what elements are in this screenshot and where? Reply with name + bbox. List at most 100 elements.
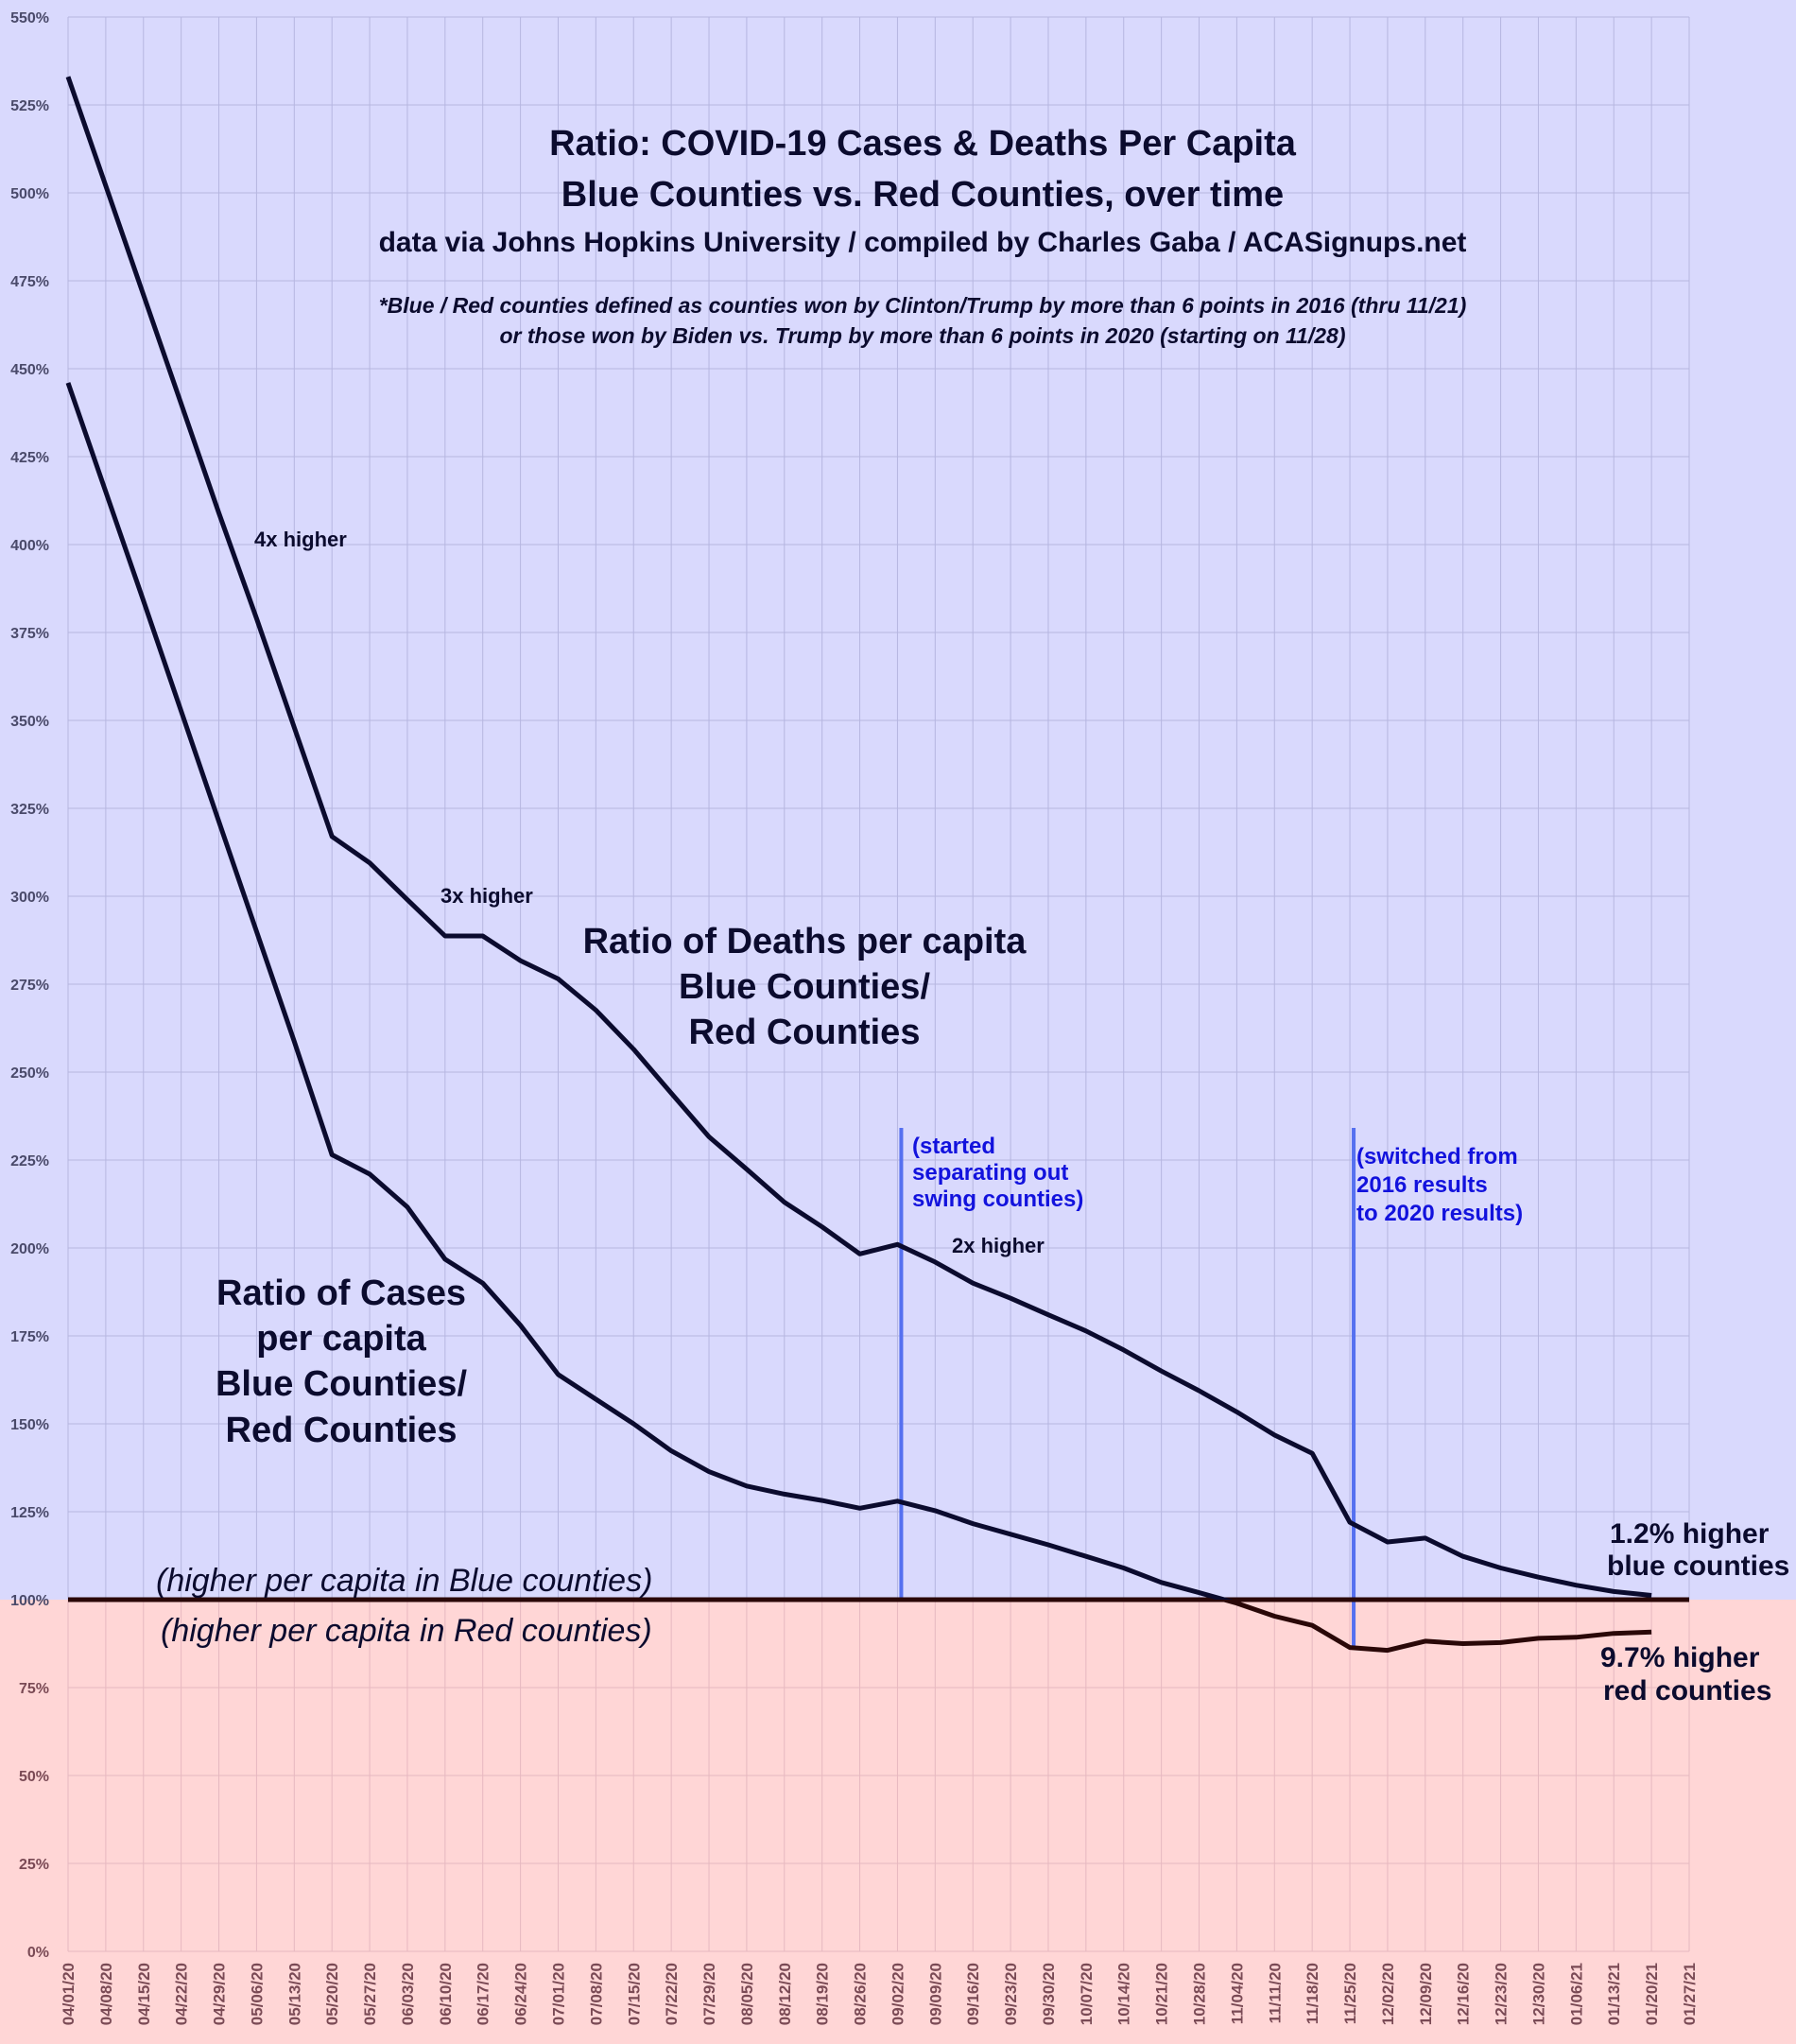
y-tick-label: 475% (10, 274, 49, 290)
switch-annotation-line: (switched from (1356, 1144, 1518, 1169)
annotation-2x: 2x higher (952, 1234, 1045, 1257)
chart-title: Ratio: COVID-19 Cases & Deaths Per Capit… (549, 124, 1297, 164)
x-tick-label: 06/17/20 (475, 1963, 492, 2025)
y-tick-label: 100% (10, 1593, 49, 1609)
deaths-label-line: Red Counties (689, 1013, 921, 1052)
x-tick-label: 05/20/20 (323, 1963, 341, 2025)
swing-annotation-line: (started (912, 1134, 995, 1159)
blue-region-background (0, 0, 1796, 1600)
x-tick-label: 09/02/20 (889, 1963, 907, 2025)
y-tick-label: 0% (27, 1945, 49, 1961)
y-tick-label: 250% (10, 1065, 49, 1082)
y-tick-label: 175% (10, 1329, 49, 1345)
y-tick-label: 225% (10, 1153, 49, 1169)
y-tick-label: 50% (19, 1769, 49, 1785)
y-tick-label: 75% (19, 1681, 49, 1697)
y-axis-ticks: 0% 25% 50% 75% 100% 125% 150% 175% 200% 225% 250% 2… (10, 10, 49, 1961)
x-tick-label: 08/12/20 (776, 1963, 794, 2025)
deaths-label-line: Blue Counties/ (679, 967, 930, 1007)
y-tick-label: 275% (10, 978, 49, 994)
x-tick-label: 09/23/20 (1002, 1963, 1020, 2025)
x-tick-label: 11/25/20 (1341, 1963, 1359, 2024)
red-region-label: (higher per capita in Red counties) (161, 1613, 652, 1649)
y-tick-label: 400% (10, 538, 49, 554)
y-tick-label: 300% (10, 890, 49, 906)
x-tick-label: 04/29/20 (211, 1963, 229, 2025)
deaths-series-line (65, 76, 1652, 1598)
x-tick-label: 06/03/20 (399, 1963, 417, 2025)
y-tick-label: 525% (10, 98, 49, 114)
y-tick-label: 375% (10, 626, 49, 642)
x-tick-label: 07/15/20 (625, 1963, 643, 2025)
annotation-3x: 3x higher (440, 884, 533, 908)
y-tick-label: 25% (19, 1857, 49, 1873)
x-tick-label: 09/09/20 (926, 1963, 944, 2025)
deaths-series-label: Ratio of Deaths per capita Blue Counties… (583, 922, 1028, 1052)
x-tick-label: 07/29/20 (700, 1963, 718, 2025)
series-lines (65, 76, 1689, 1654)
x-tick-label: 01/20/21 (1643, 1963, 1661, 2025)
cases-series-label: Ratio of Cases per capita Blue Counties/… (216, 1273, 467, 1450)
footnote-line-1: *Blue / Red counties defined as counties… (379, 293, 1467, 318)
end-label-red: red counties (1603, 1675, 1771, 1706)
x-tick-label: 11/18/20 (1304, 1963, 1321, 2024)
y-tick-label: 425% (10, 450, 49, 466)
x-tick-label: 06/10/20 (437, 1963, 455, 2025)
y-tick-label: 325% (10, 802, 49, 818)
x-tick-label: 04/15/20 (135, 1963, 153, 2025)
cases-label-line: Ratio of Cases (216, 1273, 466, 1313)
chart-source: data via Johns Hopkins University / comp… (379, 227, 1467, 258)
x-axis-ticks: 04/01/20 04/08/20 04/15/20 04/22/20 04/29/20… (60, 1963, 1699, 2025)
x-tick-label: 08/26/20 (852, 1963, 870, 2025)
x-tick-label: 07/08/20 (587, 1963, 605, 2025)
x-tick-label: 07/01/20 (549, 1963, 567, 2025)
x-tick-label: 12/16/20 (1455, 1963, 1473, 2025)
swing-annotation-line: swing counties) (912, 1187, 1083, 1212)
x-tick-label: 10/21/20 (1153, 1963, 1171, 2025)
y-tick-label: 200% (10, 1241, 49, 1257)
switch-annotation-line: to 2020 results) (1356, 1201, 1523, 1226)
blue-region-label: (higher per capita in Blue counties) (156, 1563, 652, 1599)
x-tick-label: 12/09/20 (1417, 1963, 1435, 2025)
chart-subtitle: Blue Counties vs. Red Counties, over tim… (561, 175, 1284, 215)
cases-label-line: Red Counties (226, 1411, 458, 1450)
red-region-background (0, 1600, 1796, 2044)
x-tick-label: 10/14/20 (1115, 1963, 1133, 2025)
x-tick-label: 12/30/20 (1529, 1963, 1547, 2025)
end-label-blue: 1.2% higher (1610, 1518, 1770, 1550)
x-tick-label: 01/13/21 (1605, 1963, 1623, 2025)
x-tick-label: 10/28/20 (1191, 1963, 1209, 2025)
x-tick-label: 10/07/20 (1078, 1963, 1096, 2025)
x-tick-label: 01/27/21 (1681, 1963, 1699, 2025)
annotation-4x: 4x higher (254, 528, 347, 551)
x-tick-label: 06/24/20 (512, 1963, 530, 2025)
y-tick-label: 550% (10, 10, 49, 26)
marker-lines (899, 1128, 1356, 1648)
x-tick-label: 05/13/20 (285, 1963, 303, 2025)
x-tick-label: 05/27/20 (361, 1963, 379, 2025)
x-tick-label: 08/05/20 (738, 1963, 756, 2025)
x-tick-label: 11/11/20 (1266, 1963, 1284, 2023)
footnote-line-2: or those won by Biden vs. Trump by more … (499, 323, 1345, 348)
swing-annotation-line: separating out (912, 1160, 1068, 1186)
x-tick-label: 12/23/20 (1493, 1963, 1511, 2025)
x-tick-label: 04/22/20 (173, 1963, 191, 2025)
deaths-label-line: Ratio of Deaths per capita (583, 922, 1028, 961)
x-tick-label: 09/30/20 (1040, 1963, 1058, 2025)
cases-series-line (65, 382, 1234, 1600)
end-label-red: 9.7% higher (1600, 1642, 1760, 1673)
x-tick-label: 04/08/20 (97, 1963, 115, 2025)
x-tick-label: 07/22/20 (663, 1963, 681, 2025)
y-tick-label: 125% (10, 1505, 49, 1521)
x-tick-label: 05/06/20 (248, 1963, 266, 2025)
x-tick-label: 09/16/20 (964, 1963, 982, 2025)
y-tick-label: 350% (10, 714, 49, 730)
y-tick-label: 450% (10, 362, 49, 378)
y-tick-label: 150% (10, 1417, 49, 1433)
y-tick-label: 500% (10, 186, 49, 202)
switch-annotation-line: 2016 results (1356, 1172, 1488, 1198)
x-tick-label: 01/06/21 (1567, 1963, 1585, 2025)
x-tick-label: 11/04/20 (1228, 1963, 1246, 2024)
x-tick-label: 04/01/20 (60, 1963, 78, 2025)
